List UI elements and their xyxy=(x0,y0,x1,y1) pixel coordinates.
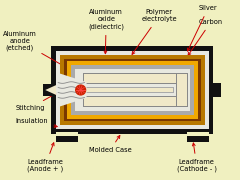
Bar xyxy=(187,132,209,136)
Bar xyxy=(56,132,78,136)
Bar xyxy=(177,74,187,106)
Bar xyxy=(51,46,213,134)
Text: Aluminum
anode
(etched): Aluminum anode (etched) xyxy=(3,31,65,66)
Bar xyxy=(176,73,188,107)
Bar xyxy=(187,134,209,142)
Bar xyxy=(56,134,78,142)
Text: Polymer
electrolyte: Polymer electrolyte xyxy=(132,9,177,54)
Bar xyxy=(67,62,198,118)
Text: Aluminum
oxide
(dielectric): Aluminum oxide (dielectric) xyxy=(88,9,124,54)
Bar xyxy=(64,58,201,122)
Bar xyxy=(71,65,194,115)
Bar xyxy=(75,69,190,111)
Bar xyxy=(176,73,188,107)
Bar xyxy=(43,84,55,96)
Bar xyxy=(84,74,185,83)
Bar xyxy=(177,74,187,106)
Text: Molded Case: Molded Case xyxy=(89,136,132,153)
Text: Silver: Silver xyxy=(187,5,217,51)
Bar xyxy=(213,83,221,97)
Bar xyxy=(83,73,186,84)
Bar xyxy=(86,88,173,92)
Text: Leadframe
(Anode + ): Leadframe (Anode + ) xyxy=(27,143,63,172)
Bar xyxy=(83,84,176,96)
Text: Leadframe
(Cathode - ): Leadframe (Cathode - ) xyxy=(177,143,217,172)
Bar xyxy=(60,55,204,125)
Bar xyxy=(84,97,185,106)
Bar xyxy=(85,87,174,93)
Text: Insulation: Insulation xyxy=(16,118,57,127)
Polygon shape xyxy=(45,85,56,95)
Text: Stitching: Stitching xyxy=(16,90,63,111)
Circle shape xyxy=(76,85,86,95)
Polygon shape xyxy=(56,72,87,108)
Bar xyxy=(56,51,209,129)
Text: Carbon: Carbon xyxy=(188,19,223,55)
Polygon shape xyxy=(4,1,240,179)
Bar xyxy=(83,96,186,107)
